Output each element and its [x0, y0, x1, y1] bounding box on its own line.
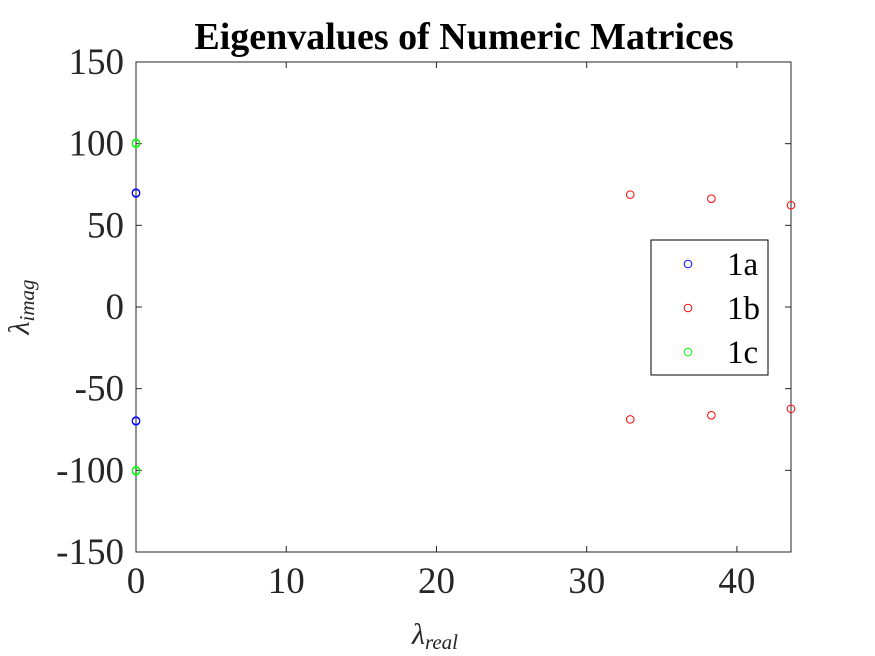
marker-1c — [131, 138, 141, 148]
legend-marker-1c — [683, 347, 693, 357]
y-tick-label: 100 — [69, 124, 125, 165]
x-tick-label: 20 — [418, 561, 455, 602]
y-tick-label: -50 — [75, 369, 124, 410]
x-axis-label: λreal — [411, 618, 458, 654]
y-tick-label: 50 — [87, 205, 124, 246]
legend-box — [650, 239, 769, 376]
marker-1b — [625, 415, 635, 424]
y-axis-ticks: 150 100 50 0 -50 -100 -150 — [56, 42, 791, 573]
legend-label-1c: 1c — [727, 335, 758, 371]
x-axis-ticks: 0 10 20 30 40 — [127, 62, 755, 602]
legend-marker-1a — [683, 259, 693, 269]
data-markers — [131, 138, 796, 476]
legend-label-1b: 1b — [727, 291, 760, 327]
x-tick-label: 10 — [268, 561, 305, 602]
x-tick-label: 40 — [718, 561, 755, 602]
legend-label-1a: 1a — [727, 247, 759, 283]
marker-1b — [707, 194, 716, 204]
marker-1b — [786, 200, 796, 210]
chart-title: Eigenvalues of Numeric Matrices — [194, 16, 733, 58]
marker-1a — [131, 188, 141, 197]
x-tick-label: 30 — [568, 561, 605, 602]
marker-1c — [131, 466, 141, 476]
y-tick-label: -150 — [56, 532, 124, 573]
marker-1b — [625, 190, 635, 199]
y-tick-label: -100 — [56, 450, 124, 491]
y-tick-label: 150 — [69, 42, 125, 83]
marker-1b — [786, 404, 796, 414]
marker-1b — [707, 410, 716, 420]
marker-1a — [131, 417, 141, 426]
y-axis-label: λimag — [3, 280, 39, 336]
legend: 1a 1b 1c — [650, 239, 769, 376]
y-tick-label: 0 — [106, 287, 125, 328]
legend-marker-1b — [683, 303, 693, 313]
x-tick-label: 0 — [127, 561, 146, 602]
